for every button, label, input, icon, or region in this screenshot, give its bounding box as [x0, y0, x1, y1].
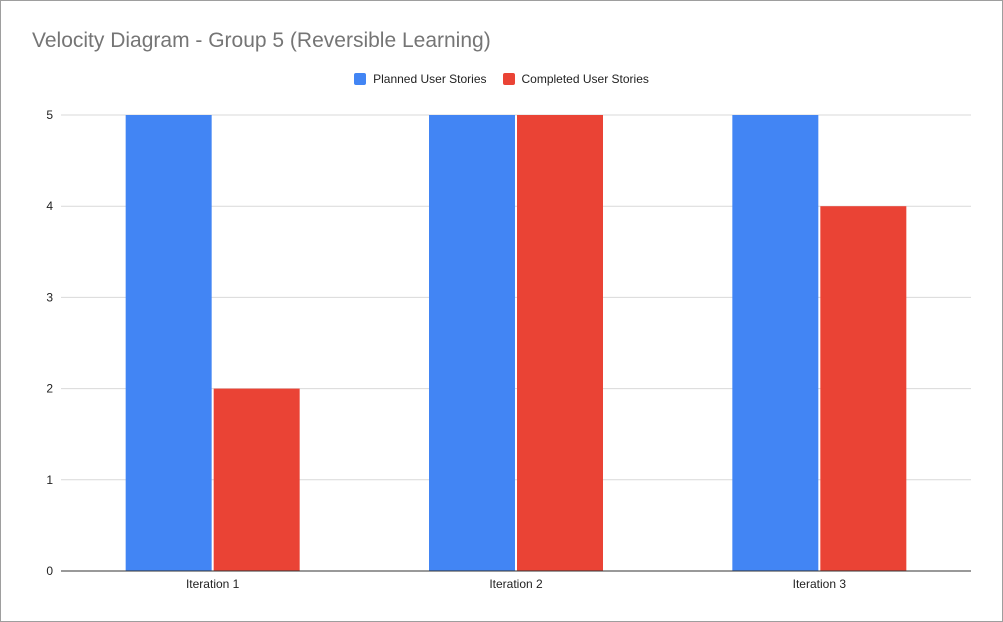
legend-label-completed: Completed User Stories [521, 72, 649, 86]
legend-item-completed[interactable]: Completed User Stories [502, 72, 649, 86]
x-tick-label-2: Iteration 2 [489, 577, 543, 591]
legend: Planned User Stories Completed User Stor… [1, 72, 1002, 86]
y-tick-label-1: 1 [46, 473, 53, 487]
bar-completed-3 [820, 206, 907, 571]
legend-label-planned: Planned User Stories [373, 72, 487, 86]
y-tick-label-4: 4 [46, 199, 53, 213]
y-tick-label-2: 2 [46, 382, 53, 396]
y-tick-label-3: 3 [46, 290, 53, 304]
x-tick-label-3: Iteration 3 [793, 577, 847, 591]
legend-swatch-completed [502, 73, 515, 85]
bar-planned-1 [125, 115, 212, 571]
legend-swatch-planned [354, 73, 367, 85]
bar-planned-2 [429, 115, 515, 571]
y-tick-label-0: 0 [46, 564, 53, 578]
bar-completed-2 [517, 115, 603, 571]
bar-completed-1 [213, 388, 300, 571]
x-tick-label-1: Iteration 1 [186, 577, 240, 591]
y-tick-label-5: 5 [46, 108, 53, 122]
bar-planned-3 [732, 115, 819, 571]
legend-item-planned[interactable]: Planned User Stories [354, 72, 487, 86]
chart-title: Velocity Diagram - Group 5 (Reversible L… [32, 29, 491, 52]
